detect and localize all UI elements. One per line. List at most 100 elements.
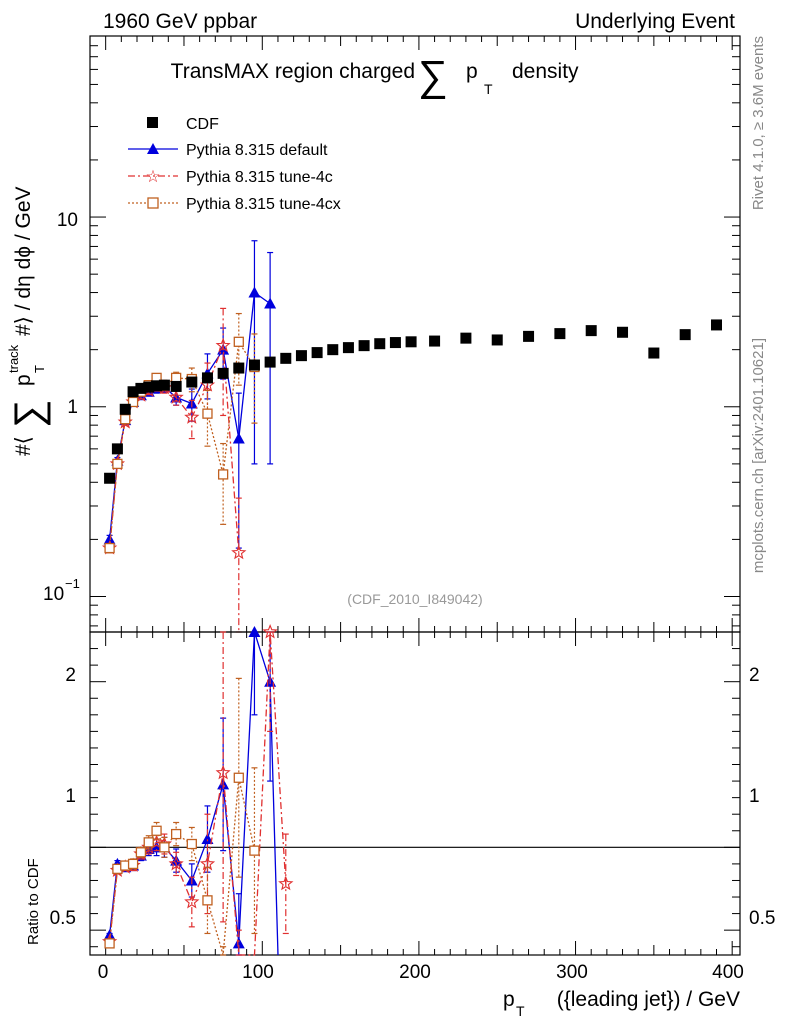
title-p-symbol: p [466, 60, 478, 83]
ratio-point-tune4c [278, 875, 294, 891]
ratio-line-tune4c [108, 631, 287, 956]
ratio-point-tune4cx [186, 838, 197, 850]
main-point-cdf [460, 332, 472, 344]
main-point-cdf [327, 344, 339, 356]
ratio-data-layer [101, 623, 294, 956]
main-point-cdf [119, 403, 131, 415]
main-point-default [248, 286, 261, 298]
main-point-cdf [405, 336, 417, 348]
main-point-cdf [217, 367, 229, 379]
main-point-tune4cx [104, 542, 115, 554]
main-point-cdf [389, 337, 401, 349]
main-point-cdf [523, 330, 535, 342]
ylabel-t-subscript: T [32, 365, 47, 373]
main-point-tune4c [184, 409, 200, 424]
ratio-point-tune4c [215, 764, 231, 780]
main-line-tune4c [108, 345, 240, 553]
ratio-point-tune4cx [249, 845, 260, 856]
xtick-label-0: 0 [98, 962, 109, 983]
ratio-ytick-left-2: 2 [65, 665, 76, 686]
ratio-ytick-right-1: 1 [749, 786, 760, 807]
main-point-cdf [170, 380, 182, 392]
ytick-label-10: 10 [57, 210, 78, 231]
ytick-label-0p1: 10 [43, 584, 64, 605]
main-y-axis-label: #⟨ ∑ p track T #⟩ / dη dϕ / GeV [6, 186, 51, 456]
xlabel-suffix: ({leading jet}) / GeV [557, 988, 740, 1011]
x-axis-label: p T ({leading jet}) / GeV [503, 988, 740, 1019]
ylabel-prefix: #⟨ [12, 436, 35, 456]
ylabel-sum-symbol: ∑ [7, 399, 51, 428]
title-t-subscript: T [484, 81, 493, 97]
legend-label-tune4c: Pythia 8.315 tune-4c [186, 169, 333, 186]
ratio-ytick-right-0p5: 0.5 [749, 908, 775, 929]
ratio-y-axis-label: Ratio to CDF [25, 858, 42, 945]
rivet-version-label: Rivet 4.1.0, ≥ 3.6M events [750, 36, 767, 210]
main-point-cdf [158, 379, 170, 391]
legend-label-cdf: CDF [186, 116, 219, 133]
main-point-cdf [679, 329, 691, 341]
xlabel-p-symbol: p [503, 988, 515, 1011]
ratio-point-tune4cx [202, 895, 213, 906]
main-point-cdf [104, 472, 116, 484]
legend-marker-tune4cx [147, 197, 159, 209]
ratio-point-default [201, 833, 214, 845]
main-title: TransMAX region charged ∑ p T density [171, 52, 579, 99]
main-point-cdf [311, 347, 323, 359]
ylabel-track-superscript: track [6, 344, 21, 373]
xtick-label-300: 300 [556, 962, 588, 983]
main-point-cdf [111, 443, 123, 455]
main-point-tune4cx [120, 414, 131, 425]
header-energy-label: 1960 GeV ppbar [103, 10, 257, 33]
legend-marker-default [147, 143, 159, 154]
main-point-tune4cx [127, 396, 139, 408]
main-point-cdf [280, 352, 292, 364]
ratio-point-tune4c [262, 623, 278, 639]
ratio-point-tune4c [184, 893, 200, 909]
ytick-label-1: 1 [67, 397, 78, 418]
main-point-tune4cx [112, 458, 123, 470]
main-point-cdf [127, 386, 139, 398]
legend-marker-tune4c: ☆ [145, 167, 160, 186]
ratio-point-tune4cx [104, 938, 115, 949]
ratio-point-tune4cx [159, 842, 170, 853]
main-point-tune4c [231, 544, 247, 560]
ytick-label-0p1-exponent: −1 [65, 576, 80, 591]
main-point-cdf [585, 325, 597, 337]
main-point-cdf [295, 350, 307, 362]
main-point-default [264, 297, 277, 309]
ratio-axes-ticks [90, 631, 740, 955]
main-point-tune4cx [202, 408, 213, 419]
xtick-label-100: 100 [242, 962, 274, 983]
main-line-tune4cx [108, 339, 256, 549]
ylabel-suffix: #⟩ / dη dϕ / GeV [12, 186, 35, 336]
title-suffix: density [512, 60, 579, 83]
ratio-point-tune4cx [127, 858, 139, 870]
main-point-tune4c [215, 337, 231, 353]
main-point-tune4cx [233, 336, 244, 347]
main-point-cdf [617, 326, 629, 338]
ratio-ytick-left-0p5: 0.5 [50, 908, 76, 929]
main-point-default [103, 533, 116, 545]
legend-marker-cdf [147, 117, 158, 128]
ratio-point-tune4cx [151, 825, 162, 836]
ratio-ytick-right-2: 2 [749, 665, 760, 686]
legend-label-tune4cx: Pythia 8.315 tune-4cx [186, 196, 341, 213]
ratio-ytick-left-1: 1 [65, 786, 76, 807]
ratio-point-default [170, 854, 183, 866]
ylabel-p-symbol: p [12, 374, 35, 386]
main-point-cdf [248, 359, 260, 371]
main-point-cdf [358, 340, 370, 352]
main-point-cdf [135, 382, 147, 394]
main-point-cdf [186, 376, 198, 388]
ratio-point-default [248, 626, 261, 637]
main-point-cdf [374, 338, 386, 350]
header-analysis-label: Underlying Event [575, 10, 735, 33]
main-point-cdf [648, 347, 660, 359]
xtick-label-400: 400 [712, 962, 744, 983]
xlabel-t-subscript: T [516, 1003, 525, 1019]
main-y-tick-labels: 10 −1 1 10 [43, 210, 80, 605]
main-point-cdf [264, 356, 276, 368]
ratio-point-tune4c [168, 855, 184, 871]
main-point-cdf [201, 372, 213, 384]
